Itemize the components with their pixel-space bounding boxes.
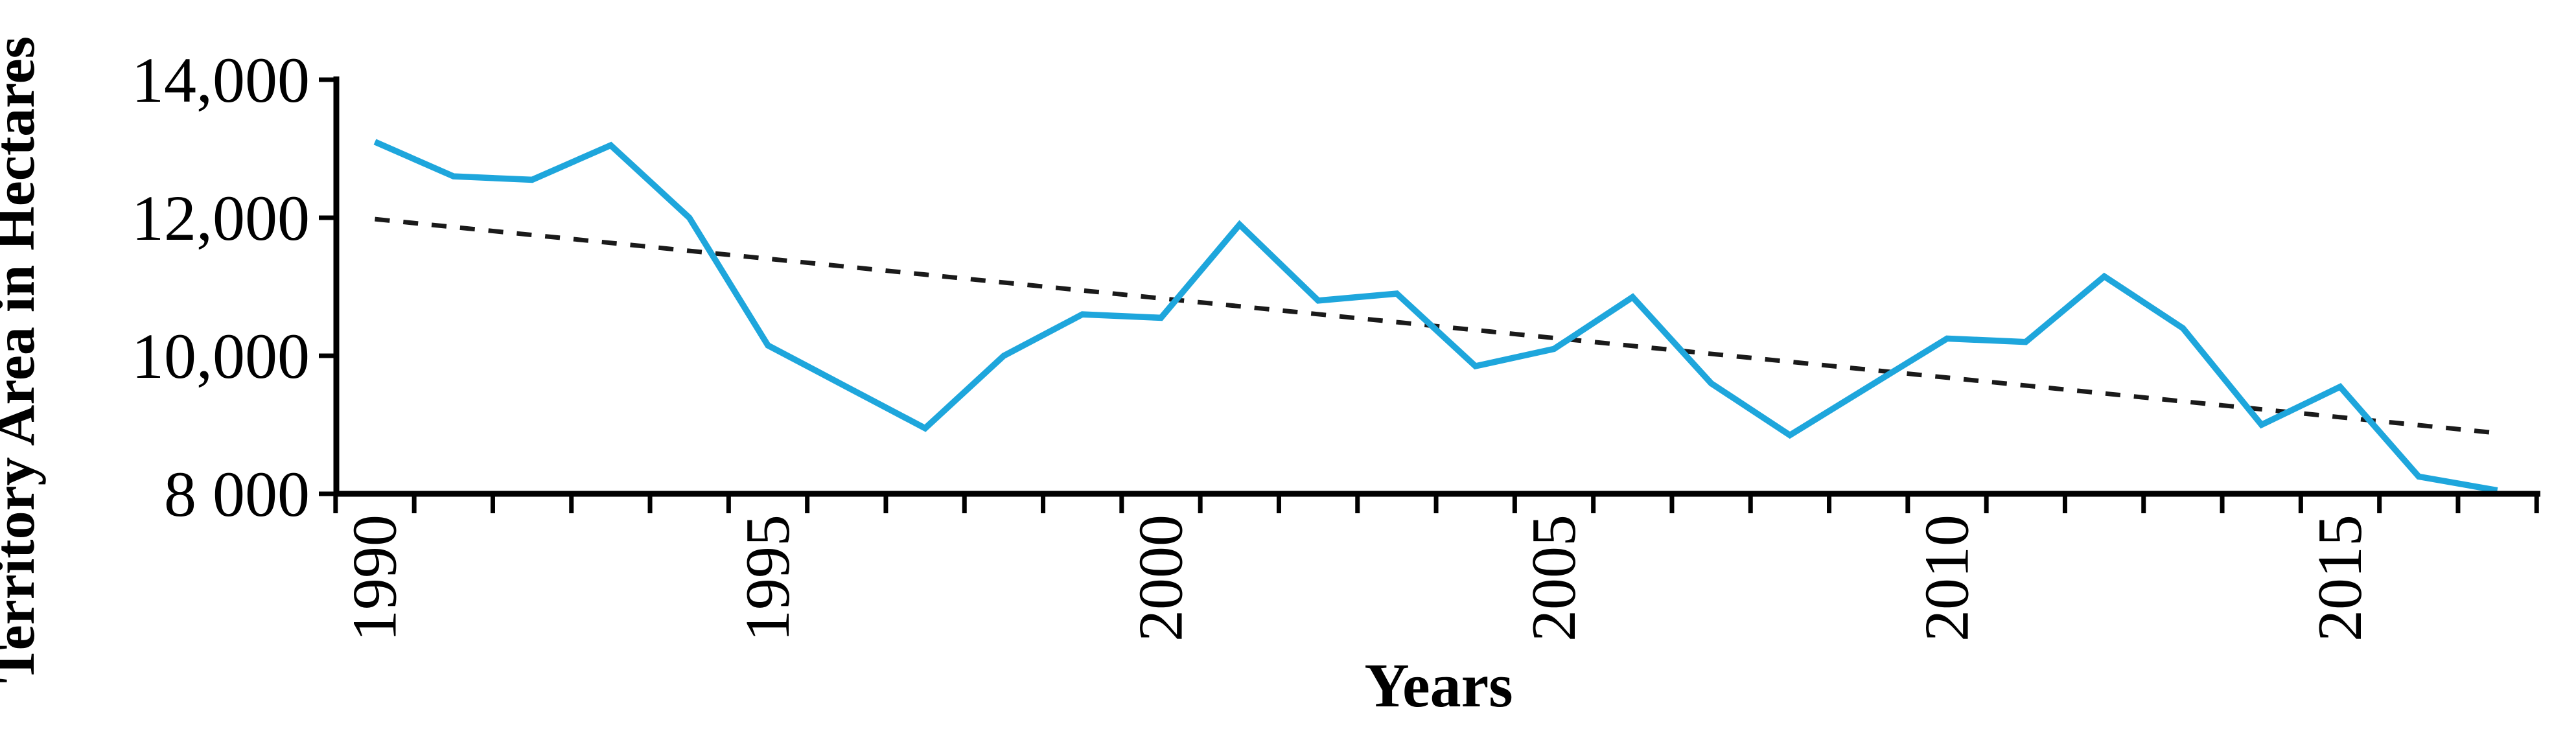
x-tick-label-2005: 2005 [1519,515,1589,642]
y-tick-group: 14,000 12,000 10,000 8 000 [132,44,336,530]
y-tick-label-14000: 14,000 [132,44,310,116]
y-tick-label-8000: 8 000 [164,458,310,530]
axes-group [333,76,2540,497]
axis-spine [333,76,2540,497]
x-tick-label-1990: 1990 [340,515,410,642]
y-axis-title: Territory Area in Hectares [0,36,47,683]
x-axis-title: Years [1364,651,1513,720]
x-tick-label-1995: 1995 [733,515,803,642]
x-tick-label-2015: 2015 [2305,515,2375,642]
y-tick-label-10000: 10,000 [132,320,310,392]
x-tick-label-2010: 2010 [1912,515,1982,642]
territory-area-line [373,139,2498,494]
x-tick-group: 1990 1995 2000 2005 2010 2015 [333,494,2539,642]
data-line-group [373,139,2498,494]
y-tick-label-12000: 12,000 [132,182,310,254]
x-tick-label-2000: 2000 [1126,515,1196,642]
